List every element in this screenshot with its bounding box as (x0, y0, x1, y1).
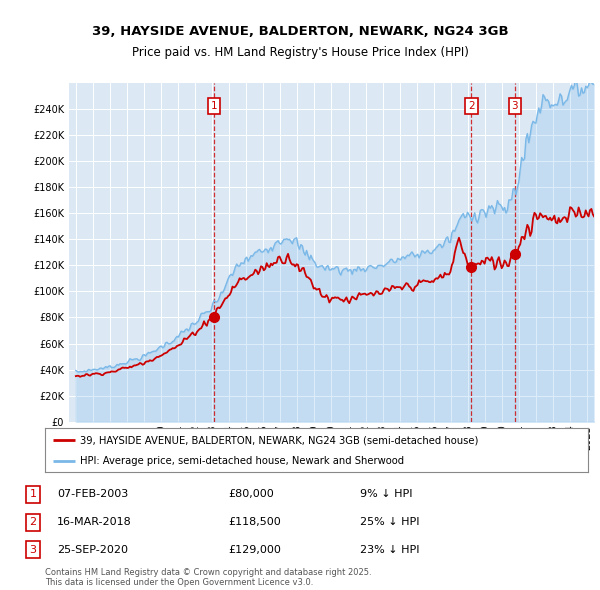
Text: 25% ↓ HPI: 25% ↓ HPI (360, 517, 419, 527)
Text: Contains HM Land Registry data © Crown copyright and database right 2025.
This d: Contains HM Land Registry data © Crown c… (45, 568, 371, 587)
Text: HPI: Average price, semi-detached house, Newark and Sherwood: HPI: Average price, semi-detached house,… (80, 456, 404, 466)
Text: 2: 2 (29, 517, 37, 527)
Text: Price paid vs. HM Land Registry's House Price Index (HPI): Price paid vs. HM Land Registry's House … (131, 46, 469, 59)
Text: 39, HAYSIDE AVENUE, BALDERTON, NEWARK, NG24 3GB: 39, HAYSIDE AVENUE, BALDERTON, NEWARK, N… (92, 25, 508, 38)
Text: 3: 3 (511, 101, 518, 111)
Text: 25-SEP-2020: 25-SEP-2020 (57, 545, 128, 555)
Text: 07-FEB-2003: 07-FEB-2003 (57, 490, 128, 499)
Text: 2: 2 (468, 101, 475, 111)
Text: 3: 3 (29, 545, 37, 555)
Text: £129,000: £129,000 (228, 545, 281, 555)
Text: £80,000: £80,000 (228, 490, 274, 499)
Text: 16-MAR-2018: 16-MAR-2018 (57, 517, 132, 527)
Text: £118,500: £118,500 (228, 517, 281, 527)
Text: 39, HAYSIDE AVENUE, BALDERTON, NEWARK, NG24 3GB (semi-detached house): 39, HAYSIDE AVENUE, BALDERTON, NEWARK, N… (80, 435, 479, 445)
Text: 9% ↓ HPI: 9% ↓ HPI (360, 490, 413, 499)
Text: 1: 1 (211, 101, 217, 111)
Text: 1: 1 (29, 490, 37, 499)
Text: 23% ↓ HPI: 23% ↓ HPI (360, 545, 419, 555)
